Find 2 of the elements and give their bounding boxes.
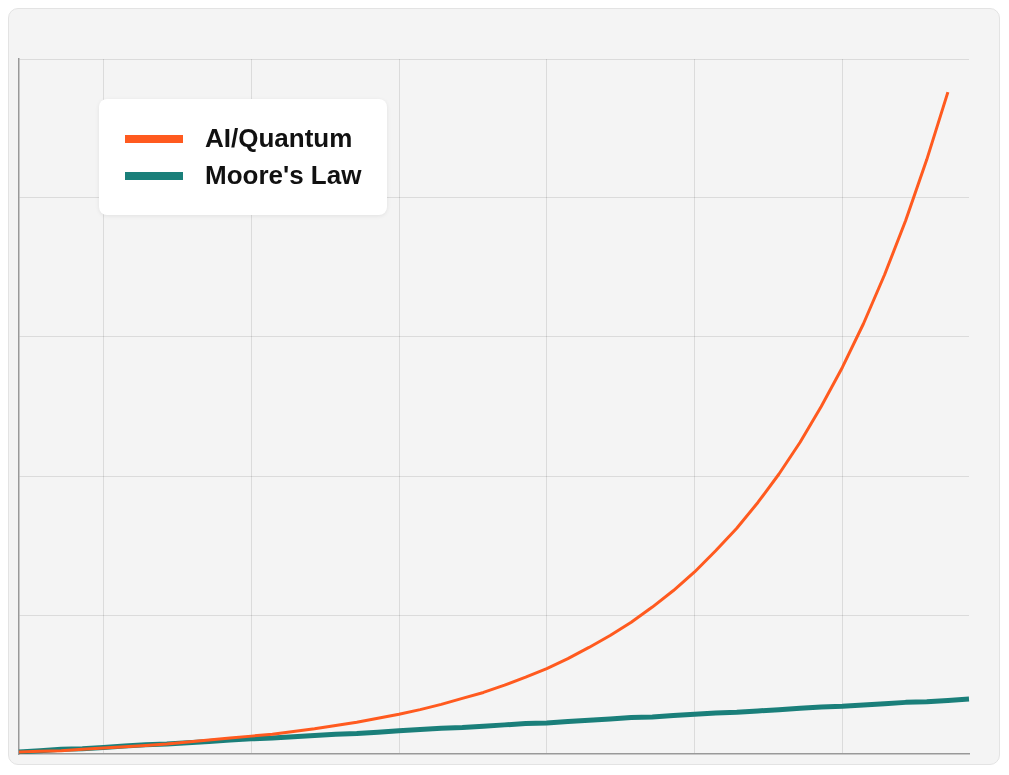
legend-label: Moore's Law — [205, 160, 362, 191]
legend-label: AI/Quantum — [205, 123, 353, 154]
